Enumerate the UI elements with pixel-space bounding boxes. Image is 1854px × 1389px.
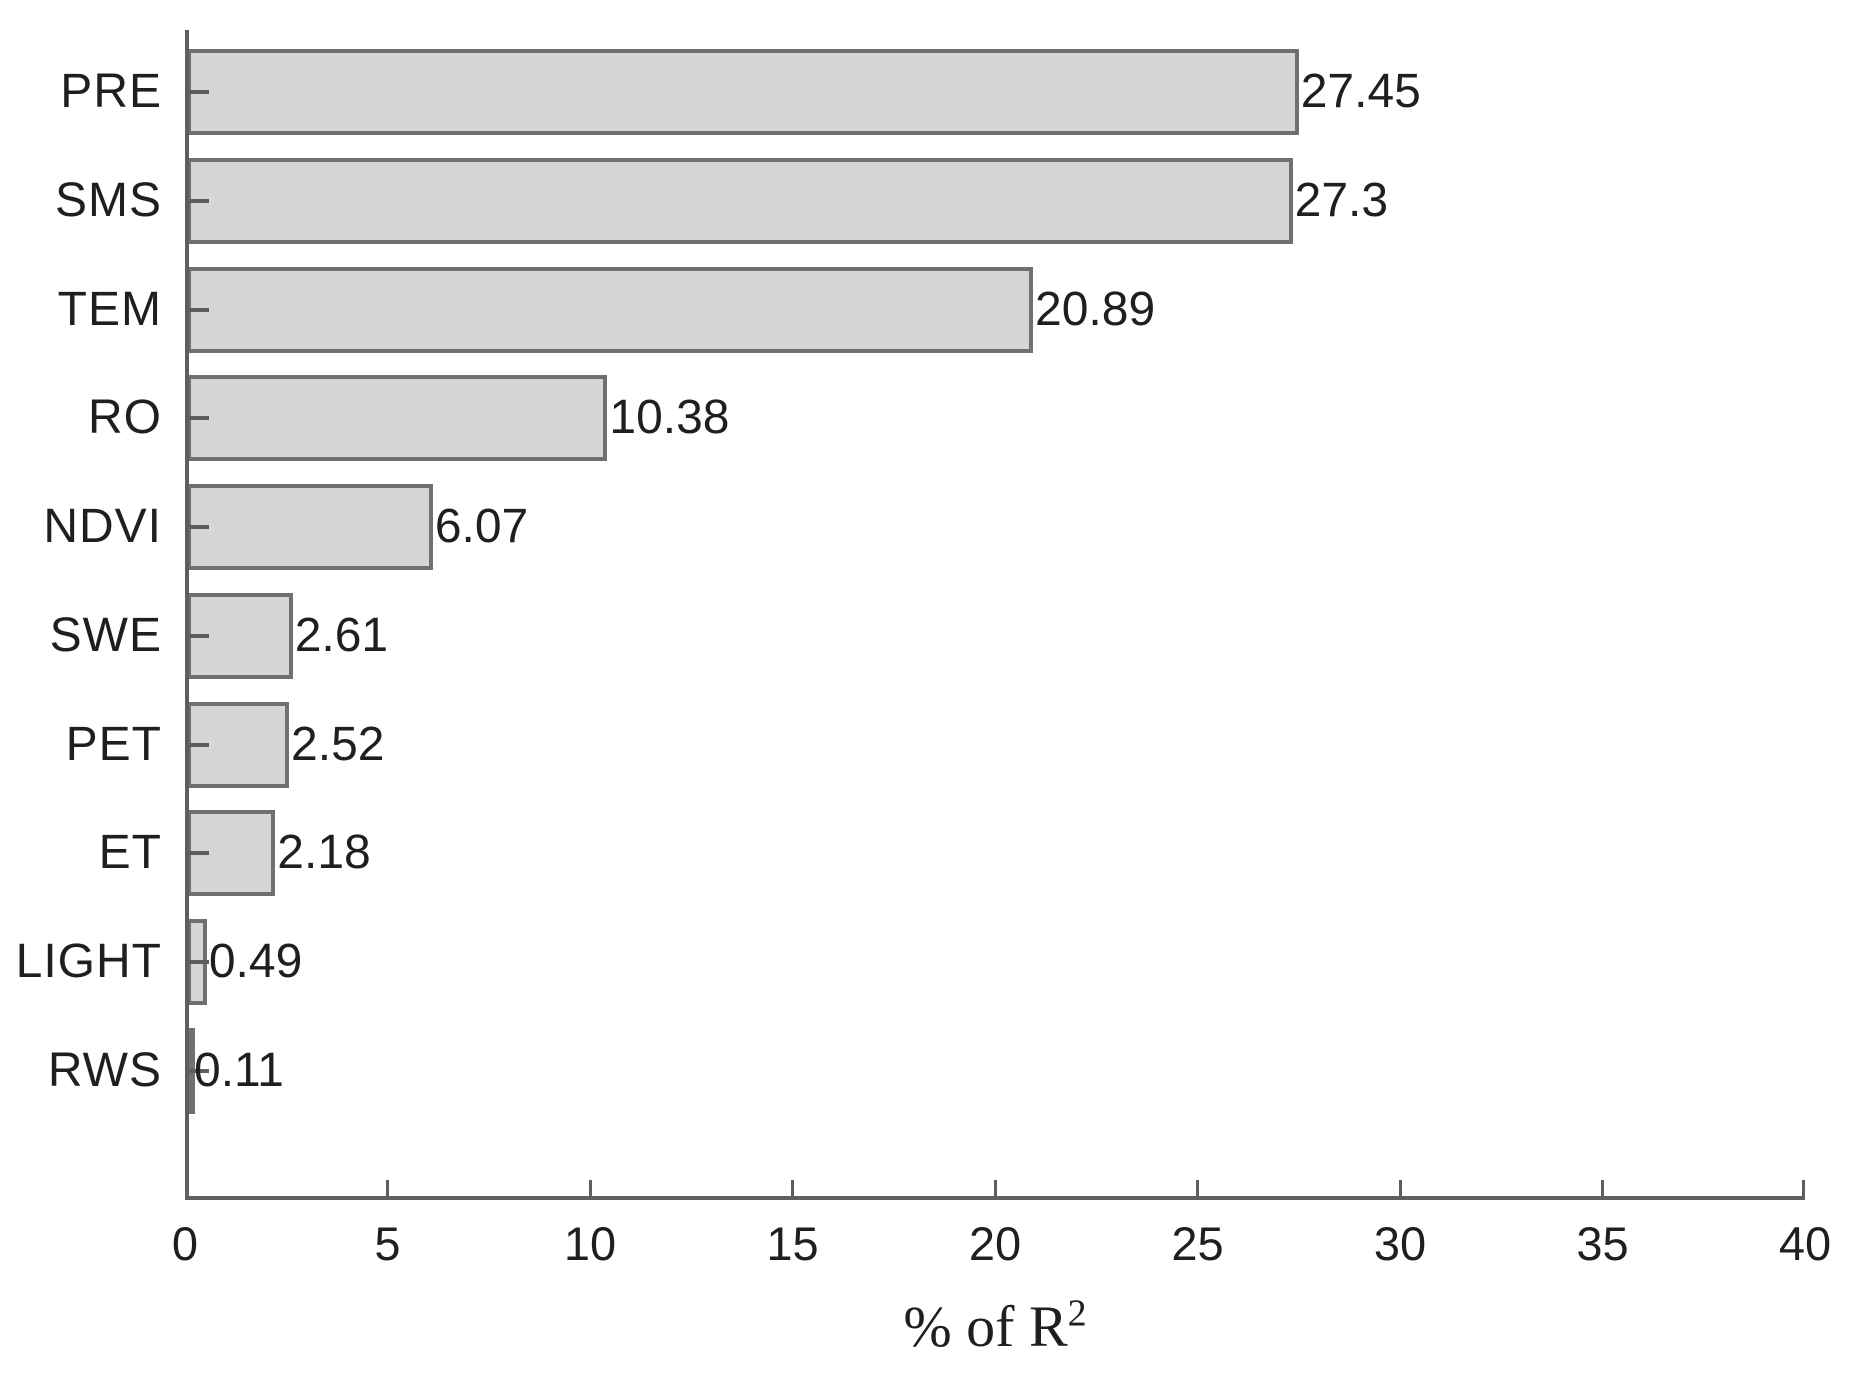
y-axis-tick-et	[187, 851, 209, 856]
y-axis-tick-ndvi	[187, 525, 209, 529]
value-label-rws: 0.11	[194, 1043, 284, 1097]
bar-ndvi	[187, 484, 433, 570]
x-axis-tick-5	[386, 1180, 389, 1196]
value-label-ro: 10.38	[609, 391, 730, 445]
y-axis-tick-swe	[187, 633, 209, 638]
plot-area: PRE 27.45 SMS 27.3 TEM 20.89 RO 10.38 NDVI 6.07 SW…	[16, 30, 1831, 1270]
x-tick-label-30: 30	[1373, 1217, 1427, 1270]
y-axis-tick-ro	[187, 416, 209, 421]
value-label-et: 2.18	[277, 826, 371, 880]
x-tick-label-20: 20	[968, 1217, 1022, 1270]
y-axis-tick-pre	[187, 90, 209, 94]
x-axis-tick-40	[1802, 1180, 1805, 1196]
y-axis-tick-light	[187, 960, 209, 964]
x-axis-tick-15	[791, 1180, 794, 1196]
value-label-ndvi: 6.07	[434, 500, 529, 553]
x-tick-label-35: 35	[1576, 1217, 1629, 1270]
x-tick-label-5: 5	[374, 1217, 401, 1270]
category-label-ro: RO	[88, 391, 162, 445]
y-axis-tick-pet	[187, 742, 209, 747]
x-tick-label-25: 25	[1171, 1217, 1224, 1270]
y-axis-tick-tem	[187, 307, 209, 312]
category-label-pet: PET	[65, 717, 162, 771]
x-axis-title-superscript: 2	[1067, 1292, 1087, 1335]
value-label-pre: 27.45	[1300, 65, 1421, 118]
x-tick-label-10: 10	[563, 1217, 617, 1270]
x-tick-label-0: 0	[171, 1217, 199, 1270]
x-axis-title: % of R2	[185, 1292, 1805, 1362]
category-label-ndvi: NDVI	[43, 500, 162, 553]
x-tick-label-15: 15	[766, 1217, 819, 1270]
x-axis-tick-10	[588, 1180, 592, 1196]
bar-pre	[187, 49, 1299, 135]
category-label-swe: SWE	[49, 608, 162, 662]
category-label-sms: SMS	[54, 173, 162, 227]
y-axis-tick-sms	[187, 198, 209, 203]
x-axis-tick-35	[1601, 1180, 1604, 1196]
value-label-pet: 2.52	[291, 717, 385, 771]
bar-tem	[187, 266, 1034, 353]
x-axis-tick-20	[993, 1180, 997, 1196]
y-axis-tick-rws	[187, 1068, 209, 1073]
category-label-tem: TEM	[57, 282, 162, 336]
x-tick-label-40: 40	[1778, 1217, 1832, 1270]
bar-sms	[187, 157, 1293, 244]
value-label-light: 0.49	[208, 935, 303, 988]
category-label-pre: PRE	[60, 65, 162, 118]
value-label-sms: 27.3	[1294, 173, 1389, 227]
value-label-tem: 20.89	[1035, 282, 1156, 336]
x-axis-tick-30	[1398, 1180, 1402, 1196]
bar-ro	[187, 375, 608, 462]
category-label-rws: RWS	[47, 1043, 162, 1097]
category-label-et: ET	[98, 826, 162, 880]
category-label-light: LIGHT	[15, 935, 162, 988]
x-axis-tick-25	[1196, 1180, 1199, 1196]
y-axis-line	[185, 30, 189, 1200]
value-label-swe: 2.61	[294, 608, 389, 662]
x-axis-line	[185, 1196, 1805, 1200]
x-axis-title-text: % of R	[903, 1294, 1068, 1359]
